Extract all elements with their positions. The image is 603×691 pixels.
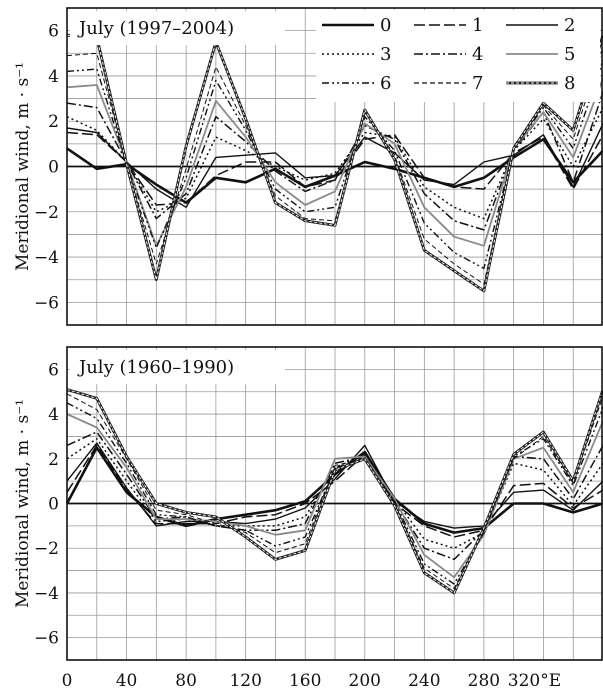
legend-label-0: 0	[380, 15, 391, 36]
legend-label-5: 5	[564, 44, 575, 65]
series-group	[65, 388, 603, 595]
y-tick-label: 2	[48, 112, 59, 132]
x-tick-label: 240	[408, 671, 440, 691]
top-panel-july-1997-2004: −6 −4 −2 0 2 4 6 Meridional wind, m · s⁻¹ July (…	[13, 7, 603, 326]
y-tick-label: −4	[34, 248, 59, 268]
legend-label-1: 1	[472, 15, 483, 36]
series-line-6	[66, 402, 603, 585]
legend-label-6: 6	[380, 73, 391, 94]
series-line-1	[66, 444, 603, 538]
title-background	[70, 350, 285, 384]
x-axis-tick-labels: 0 40 80 120 160 200 240 280 320°E	[62, 671, 562, 691]
series-line-3	[66, 437, 603, 549]
y-axis-label: Meridional wind, m · s⁻¹	[13, 399, 33, 608]
y-tick-label: −6	[34, 629, 59, 649]
legend-label-3: 3	[380, 44, 391, 65]
title-background	[70, 11, 285, 45]
series-line-2	[66, 442, 603, 529]
panel-title: July (1960–1990)	[77, 357, 234, 378]
legend-label-7: 7	[472, 73, 483, 94]
y-tick-label: −2	[34, 539, 59, 559]
y-tick-label: −4	[34, 584, 59, 604]
series-line-0	[65, 446, 603, 534]
x-tick-label: 320°E	[508, 671, 561, 691]
plot-frame	[66, 346, 603, 661]
series-line-8-inner	[66, 34, 603, 292]
series-line-7	[66, 393, 603, 589]
plot-frame	[66, 7, 603, 326]
y-tick-label: 4	[48, 67, 59, 87]
x-tick-label: 160	[289, 671, 321, 691]
bottom-panel-july-1960-1990: −6 −4 −2 0 2 4 6 Meridional wind, m · s⁻¹ July (…	[13, 346, 603, 661]
legend-label-4: 4	[472, 44, 483, 65]
series-line-8-inner	[66, 389, 603, 594]
y-tick-label: 0	[48, 495, 59, 515]
x-tick-label: 80	[175, 671, 197, 691]
y-tick-label: 4	[48, 405, 59, 425]
y-tick-label: 2	[48, 450, 59, 470]
legend-label-2: 2	[564, 15, 575, 36]
x-tick-label: 120	[229, 671, 261, 691]
x-tick-label: 280	[468, 671, 500, 691]
y-axis-label: Meridional wind, m · s⁻¹	[13, 62, 33, 271]
y-tick-label: 6	[48, 22, 59, 42]
legend-label-8: 8	[564, 73, 575, 94]
legend: 0 1 2 3 4 5 6 7 8	[316, 10, 600, 102]
y-tick-label: −2	[34, 203, 59, 223]
x-tick-label: 0	[62, 671, 73, 691]
x-tick-label: 200	[349, 671, 381, 691]
y-tick-label: 6	[48, 360, 59, 380]
y-tick-label: 0	[48, 158, 59, 178]
panel-title: July (1997–2004)	[77, 18, 234, 39]
x-tick-label: 40	[116, 671, 138, 691]
y-tick-label: −6	[34, 293, 59, 313]
grid	[67, 347, 603, 660]
series-group	[66, 33, 603, 293]
